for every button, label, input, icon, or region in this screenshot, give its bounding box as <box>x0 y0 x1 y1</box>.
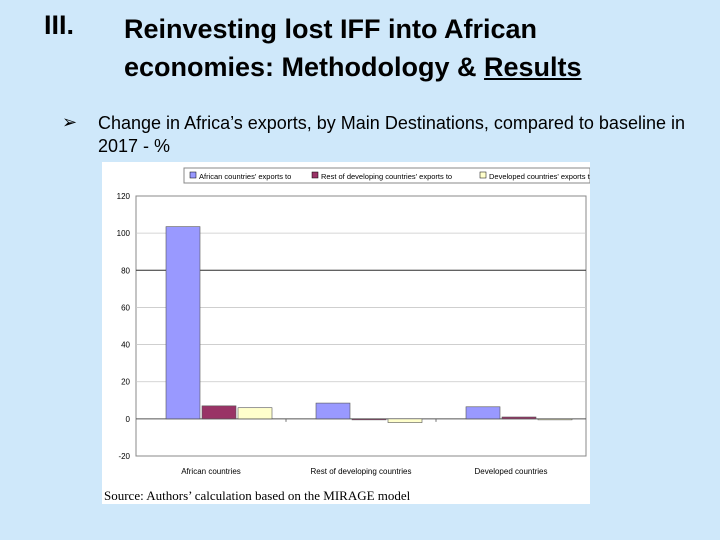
bar <box>201 405 237 420</box>
bar-chart: African countries' exports to Rest of dev… <box>117 167 594 476</box>
y-tick-label: 40 <box>121 341 130 350</box>
legend-label: African countries' exports to <box>199 172 291 181</box>
bar <box>351 418 387 421</box>
y-tick-label: -20 <box>118 452 130 461</box>
bar <box>501 416 537 420</box>
title-results: Results <box>484 52 582 82</box>
y-tick-label: 120 <box>117 192 131 201</box>
chart-container: African countries' exports to Rest of dev… <box>102 162 594 504</box>
bar <box>315 402 351 420</box>
y-tick-label: 100 <box>117 229 131 238</box>
bar <box>387 418 423 423</box>
source-note: Source: Authors’ calculation based on th… <box>104 488 411 503</box>
y-tick-label: 60 <box>121 303 130 312</box>
slide-title: Reinvesting lost IFF into African econom… <box>124 10 684 86</box>
x-tick-label: African countries <box>181 467 241 476</box>
slide-number: III. <box>44 10 75 40</box>
legend-swatch <box>311 171 319 179</box>
legend-swatch <box>189 171 197 179</box>
legend-label: Rest of developing countries' exports to <box>321 172 452 181</box>
bar <box>237 407 273 420</box>
bar <box>537 418 573 421</box>
legend-swatch <box>479 171 487 179</box>
bar <box>165 226 201 420</box>
bullet-arrow-icon: ➢ <box>62 112 78 132</box>
y-tick-label: 20 <box>121 378 130 387</box>
y-tick-label: 80 <box>121 266 130 275</box>
bullet-text: Change in Africa’s exports, by Main Dest… <box>98 113 685 156</box>
legend-label: Developed countries' exports to <box>489 172 590 181</box>
y-tick-label: 0 <box>126 415 131 424</box>
x-tick-label: Developed countries <box>475 467 548 476</box>
title-text: Reinvesting lost IFF into African econom… <box>124 14 538 82</box>
bar <box>465 406 501 420</box>
x-tick-label: Rest of developing countries <box>311 467 412 476</box>
